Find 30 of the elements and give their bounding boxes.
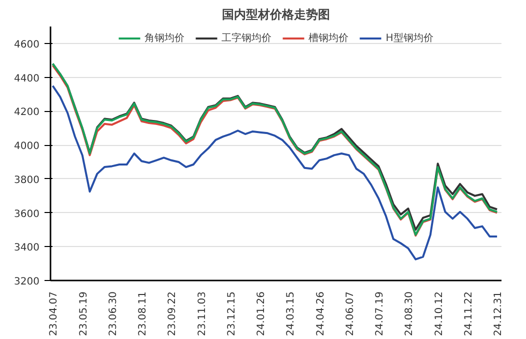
- x-tick-label: 23.11.03: [196, 292, 208, 336]
- y-tick-label: 3600: [14, 208, 40, 220]
- y-tick-label: 3800: [14, 174, 40, 186]
- y-tick-label: 4200: [14, 107, 40, 118]
- y-tick-label: 4000: [14, 141, 40, 152]
- x-tick-label: 23.09.22: [167, 292, 178, 336]
- x-tick-label: 24.04.26: [315, 292, 326, 336]
- legend-label: 工字钢均价: [222, 32, 272, 45]
- x-tick-label: 23.05.19: [78, 292, 90, 336]
- y-tick-label: 4600: [14, 39, 40, 50]
- x-tick-label: 24.10.12: [434, 292, 445, 336]
- x-tick-label: 24.08.30: [404, 292, 416, 336]
- line-series: [52, 84, 498, 260]
- x-tick-label: 24.06.07: [344, 292, 356, 336]
- x-tick-label: 24.03.15: [286, 292, 297, 336]
- x-tick-label: 23.08.11: [138, 292, 149, 336]
- legend-label: 角钢均价: [144, 32, 185, 45]
- x-tick-label: 24.01.26: [256, 292, 268, 336]
- x-tick-label: 23.06.30: [108, 292, 119, 336]
- legend-label: 槽钢均价: [308, 32, 349, 45]
- y-tick-label: 3200: [14, 276, 40, 288]
- y-tick-label: 4400: [14, 73, 40, 84]
- y-tick-label: 3400: [14, 242, 40, 254]
- chart-title: 国内型材价格走势图: [222, 8, 330, 22]
- x-tick-label: 23.12.15: [226, 292, 238, 336]
- x-tick-label: 24.11.22: [463, 292, 474, 336]
- x-tick-label: 24.12.31: [493, 292, 504, 336]
- x-tick-label: 24.07.19: [374, 292, 386, 336]
- x-tick-label: 23.04.07: [48, 292, 60, 336]
- legend-label: H型钢均价: [386, 32, 434, 45]
